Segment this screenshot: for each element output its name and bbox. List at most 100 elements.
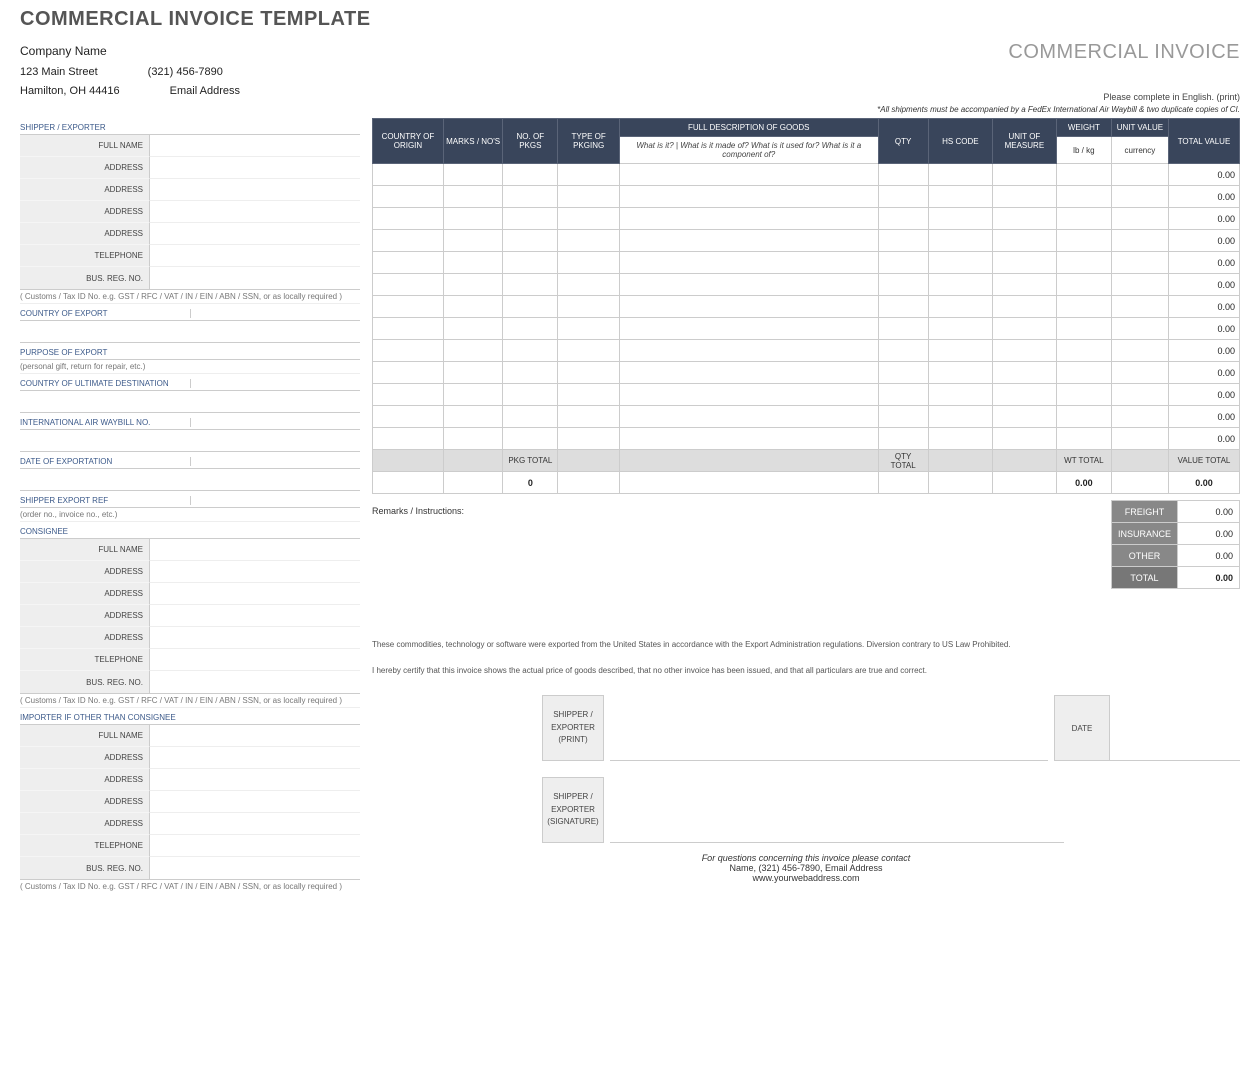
consignee-address-input[interactable] xyxy=(150,605,360,627)
goods-cell[interactable] xyxy=(992,252,1056,274)
goods-cell[interactable] xyxy=(558,252,620,274)
goods-cell[interactable] xyxy=(878,384,928,406)
goods-cell[interactable] xyxy=(443,362,502,384)
goods-cell[interactable] xyxy=(1111,318,1168,340)
goods-cell[interactable] xyxy=(878,164,928,186)
goods-cell[interactable] xyxy=(620,318,878,340)
goods-cell[interactable] xyxy=(1056,428,1111,450)
goods-cell[interactable] xyxy=(1056,186,1111,208)
goods-cell[interactable] xyxy=(503,406,558,428)
goods-cell[interactable] xyxy=(373,318,444,340)
goods-cell[interactable] xyxy=(443,186,502,208)
goods-cell[interactable] xyxy=(928,428,992,450)
goods-cell[interactable] xyxy=(373,428,444,450)
goods-cell[interactable] xyxy=(443,230,502,252)
shipper-busreg-input[interactable] xyxy=(150,267,360,289)
importer-address-input[interactable] xyxy=(150,769,360,791)
goods-cell[interactable] xyxy=(620,296,878,318)
goods-cell[interactable] xyxy=(373,406,444,428)
goods-cell[interactable] xyxy=(928,318,992,340)
goods-cell[interactable] xyxy=(373,384,444,406)
goods-cell[interactable] xyxy=(443,340,502,362)
goods-cell[interactable] xyxy=(558,230,620,252)
goods-cell[interactable] xyxy=(1111,164,1168,186)
goods-cell[interactable] xyxy=(558,186,620,208)
goods-cell[interactable] xyxy=(992,296,1056,318)
goods-cell[interactable] xyxy=(373,208,444,230)
goods-cell[interactable] xyxy=(503,318,558,340)
goods-cell[interactable] xyxy=(928,274,992,296)
goods-cell[interactable] xyxy=(1056,164,1111,186)
goods-cell[interactable] xyxy=(503,340,558,362)
goods-cell[interactable] xyxy=(992,164,1056,186)
goods-cell[interactable] xyxy=(620,340,878,362)
consignee-telephone-input[interactable] xyxy=(150,649,360,671)
goods-cell[interactable] xyxy=(992,230,1056,252)
goods-cell[interactable] xyxy=(1111,208,1168,230)
goods-cell[interactable] xyxy=(558,340,620,362)
air-waybill-input[interactable] xyxy=(20,430,360,452)
importer-address-input[interactable] xyxy=(150,747,360,769)
goods-cell[interactable] xyxy=(373,296,444,318)
goods-cell[interactable] xyxy=(443,318,502,340)
shipper-telephone-input[interactable] xyxy=(150,245,360,267)
importer-busreg-input[interactable] xyxy=(150,857,360,879)
goods-cell[interactable] xyxy=(1111,186,1168,208)
goods-cell[interactable] xyxy=(620,384,878,406)
goods-cell[interactable] xyxy=(373,230,444,252)
goods-cell[interactable] xyxy=(992,318,1056,340)
goods-cell[interactable] xyxy=(1056,296,1111,318)
goods-cell[interactable] xyxy=(878,296,928,318)
goods-cell[interactable] xyxy=(503,296,558,318)
goods-cell[interactable] xyxy=(928,384,992,406)
goods-cell[interactable] xyxy=(558,208,620,230)
goods-cell[interactable] xyxy=(620,406,878,428)
goods-cell[interactable] xyxy=(558,406,620,428)
goods-cell[interactable] xyxy=(1056,208,1111,230)
goods-cell[interactable] xyxy=(620,186,878,208)
goods-cell[interactable] xyxy=(443,164,502,186)
consignee-full-name-input[interactable] xyxy=(150,539,360,561)
importer-full-name-input[interactable] xyxy=(150,725,360,747)
shipper-address-input[interactable] xyxy=(150,223,360,245)
goods-cell[interactable] xyxy=(620,362,878,384)
goods-cell[interactable] xyxy=(928,362,992,384)
country-export-input[interactable] xyxy=(20,321,360,343)
goods-cell[interactable] xyxy=(373,164,444,186)
goods-cell[interactable] xyxy=(1111,428,1168,450)
importer-address-input[interactable] xyxy=(150,813,360,835)
goods-cell[interactable] xyxy=(1111,230,1168,252)
goods-cell[interactable] xyxy=(1056,252,1111,274)
goods-cell[interactable] xyxy=(373,274,444,296)
goods-cell[interactable] xyxy=(928,164,992,186)
goods-cell[interactable] xyxy=(878,208,928,230)
goods-cell[interactable] xyxy=(503,208,558,230)
goods-cell[interactable] xyxy=(1111,406,1168,428)
goods-cell[interactable] xyxy=(620,428,878,450)
goods-cell[interactable] xyxy=(992,406,1056,428)
goods-cell[interactable] xyxy=(373,186,444,208)
goods-cell[interactable] xyxy=(928,340,992,362)
goods-cell[interactable] xyxy=(878,362,928,384)
goods-cell[interactable] xyxy=(1111,384,1168,406)
goods-cell[interactable] xyxy=(443,252,502,274)
goods-cell[interactable] xyxy=(503,164,558,186)
sig-date-input[interactable] xyxy=(1110,695,1240,761)
goods-cell[interactable] xyxy=(503,384,558,406)
goods-cell[interactable] xyxy=(928,230,992,252)
goods-cell[interactable] xyxy=(878,428,928,450)
importer-telephone-input[interactable] xyxy=(150,835,360,857)
goods-cell[interactable] xyxy=(928,252,992,274)
goods-cell[interactable] xyxy=(1056,274,1111,296)
goods-cell[interactable] xyxy=(878,406,928,428)
goods-cell[interactable] xyxy=(878,318,928,340)
goods-cell[interactable] xyxy=(1111,274,1168,296)
goods-cell[interactable] xyxy=(1111,362,1168,384)
goods-cell[interactable] xyxy=(992,186,1056,208)
importer-address-input[interactable] xyxy=(150,791,360,813)
goods-cell[interactable] xyxy=(443,208,502,230)
goods-cell[interactable] xyxy=(558,164,620,186)
goods-cell[interactable] xyxy=(928,186,992,208)
goods-cell[interactable] xyxy=(503,362,558,384)
consignee-address-input[interactable] xyxy=(150,627,360,649)
